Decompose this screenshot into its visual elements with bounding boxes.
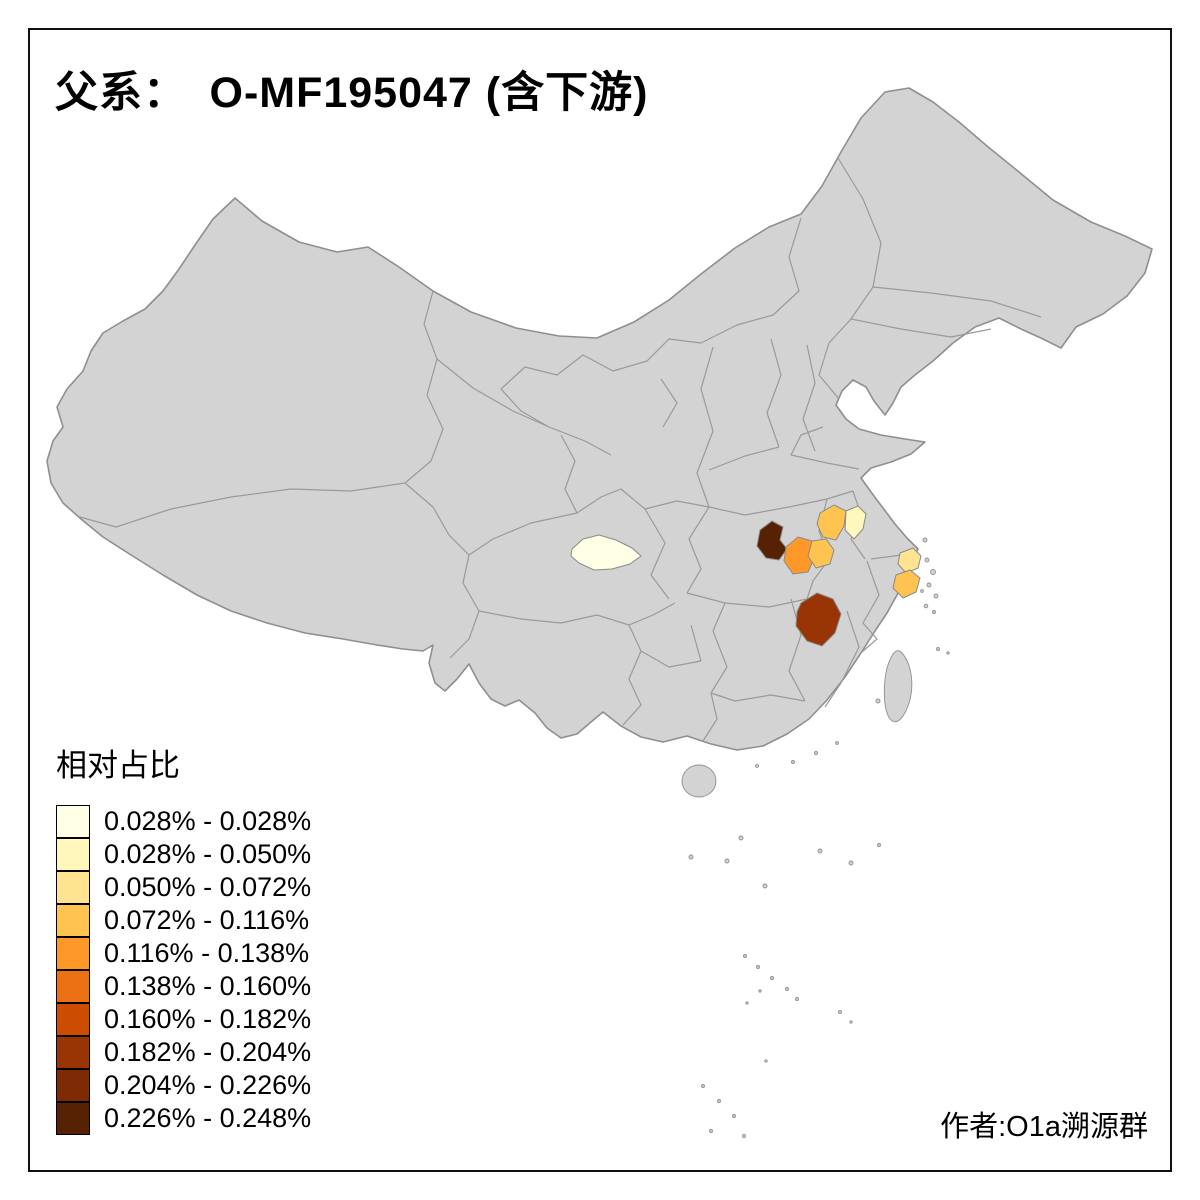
island [875, 698, 881, 704]
island [701, 1084, 705, 1088]
island [732, 1114, 736, 1118]
legend-title: 相对占比 [56, 748, 180, 783]
island [755, 764, 759, 768]
island [738, 835, 744, 841]
hainan-island [681, 764, 717, 798]
island [688, 854, 694, 860]
legend-item: 0.050% - 0.072% [56, 871, 311, 904]
island [933, 593, 939, 599]
island [838, 1010, 842, 1014]
highlighted-region [816, 504, 847, 541]
highlighted-region [892, 569, 921, 599]
island [791, 760, 795, 764]
island [922, 537, 928, 543]
legend-swatch [56, 904, 90, 937]
island [814, 751, 818, 755]
legend-swatch [56, 871, 90, 904]
island [724, 858, 730, 864]
legend-item-label: 0.072% - 0.116% [104, 905, 310, 935]
china-outline [46, 87, 1153, 751]
island [742, 1134, 746, 1138]
island [936, 647, 940, 651]
legend-item: 0.028% - 0.050% [56, 838, 311, 871]
island [946, 651, 950, 655]
legend-item-label: 0.028% - 0.050% [104, 839, 312, 869]
legend-swatch [56, 805, 90, 838]
legend-item: 0.204% - 0.226% [56, 1069, 311, 1102]
island [762, 883, 768, 889]
map-title: 父系： O-MF195047 (含下游) [55, 69, 649, 117]
legend-item: 0.160% - 0.182% [56, 1003, 311, 1036]
island [848, 860, 854, 866]
taiwan-island [883, 650, 913, 723]
legend-item-label: 0.204% - 0.226% [104, 1070, 312, 1100]
highlighted-regions [570, 504, 922, 647]
island [923, 603, 929, 609]
island [709, 1129, 713, 1133]
island [756, 965, 760, 969]
legend-items: 0.028% - 0.028% 0.028% - 0.050% 0.050% - 0… [56, 805, 311, 1135]
legend-item-label: 0.050% - 0.072% [104, 872, 312, 902]
attribution: 作者:O1a溯源群 [940, 1111, 1148, 1143]
highlighted-region [844, 505, 867, 540]
islands [681, 537, 950, 1138]
legend-item-label: 0.116% - 0.138% [104, 938, 310, 968]
island [932, 610, 936, 614]
highlighted-region [795, 592, 842, 647]
legend-item-label: 0.160% - 0.182% [104, 1004, 312, 1034]
legend-item: 0.028% - 0.028% [56, 805, 311, 838]
legend-swatch [56, 1102, 90, 1135]
legend: 相对占比 0.028% - 0.028% 0.028% - 0.050% 0.050… [56, 740, 311, 1135]
island [849, 1020, 853, 1024]
province-borders [79, 157, 1042, 742]
legend-swatch [56, 838, 90, 871]
island [817, 848, 823, 854]
island [877, 843, 881, 847]
legend-item: 0.226% - 0.248% [56, 1102, 311, 1135]
legend-item-label: 0.028% - 0.028% [104, 806, 312, 836]
highlighted-region [897, 547, 922, 574]
legend-item: 0.182% - 0.204% [56, 1036, 311, 1069]
highlighted-region [807, 538, 835, 569]
island [770, 976, 774, 980]
legend-swatch [56, 1003, 90, 1036]
island [930, 569, 936, 575]
island [795, 997, 799, 1001]
island [920, 589, 924, 593]
island [785, 987, 789, 991]
legend-item-label: 0.226% - 0.248% [104, 1103, 312, 1133]
highlighted-region [570, 534, 642, 571]
island [745, 1001, 749, 1005]
island [835, 741, 839, 745]
island [743, 954, 747, 958]
island [758, 989, 762, 993]
legend-swatch [56, 1036, 90, 1069]
legend-item-label: 0.138% - 0.160% [104, 971, 312, 1001]
legend-swatch [56, 937, 90, 970]
legend-swatch [56, 1069, 90, 1102]
island [924, 557, 930, 563]
legend-item: 0.116% - 0.138% [56, 937, 311, 970]
highlighted-region [783, 536, 816, 575]
island [764, 1059, 768, 1063]
island [717, 1099, 721, 1103]
legend-item-label: 0.182% - 0.204% [104, 1037, 312, 1067]
legend-item: 0.072% - 0.116% [56, 904, 311, 937]
legend-item: 0.138% - 0.160% [56, 970, 311, 1003]
island [926, 582, 932, 588]
legend-swatch [56, 970, 90, 1003]
